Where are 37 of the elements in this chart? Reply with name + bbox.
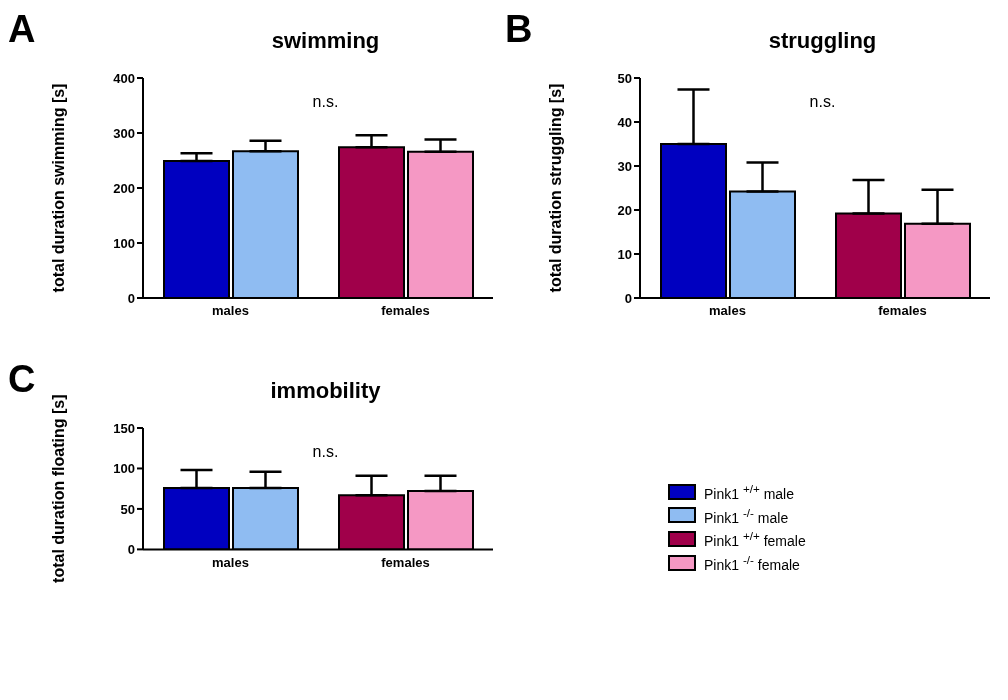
y-tick-label: 150 xyxy=(113,420,135,436)
legend-label: Pink1 $^{+/+}$ male xyxy=(704,482,795,502)
panel-letter: A xyxy=(8,8,36,51)
y-tick-label: 300 xyxy=(113,125,135,141)
legend-label: Pink1 $^{-/-}$ male xyxy=(704,505,789,526)
x-tick-label: males xyxy=(709,303,746,319)
x-tick-label: males xyxy=(212,303,249,319)
legend-label: Pink1 $^{+/+}$ female xyxy=(704,529,806,549)
chart-title: struggling xyxy=(767,28,878,54)
y-tick-label: 50 xyxy=(120,501,135,517)
y-tick-label: 0 xyxy=(127,541,135,557)
x-tick-label: females xyxy=(381,303,430,319)
y-tick-label: 400 xyxy=(113,70,135,86)
panel-letter: B xyxy=(505,8,533,51)
y-tick-label: 100 xyxy=(113,235,135,251)
y-tick-label: 100 xyxy=(113,461,135,477)
y-tick-label: 0 xyxy=(127,290,135,306)
y-tick-label: 40 xyxy=(617,114,632,130)
chart-title: immobility xyxy=(269,378,382,404)
annotation: n.s. xyxy=(311,443,340,461)
y-axis-title: total duration swimming [s] xyxy=(49,83,67,293)
annotation: n.s. xyxy=(808,93,837,111)
x-tick-label: females xyxy=(381,554,430,570)
y-axis-title: total duration floating [s] xyxy=(49,394,67,583)
legend-label: Pink1 $^{-/-}$ female xyxy=(704,552,800,573)
y-tick-label: 30 xyxy=(617,158,632,174)
y-tick-label: 200 xyxy=(113,180,135,196)
panel-letter: C xyxy=(8,358,36,401)
annotation: n.s. xyxy=(311,93,340,111)
y-tick-label: 0 xyxy=(624,290,632,306)
x-tick-label: females xyxy=(878,303,927,319)
y-tick-label: 50 xyxy=(617,70,632,86)
y-axis-title: total duration struggling [s] xyxy=(546,83,564,293)
chart-title: swimming xyxy=(270,28,381,54)
x-tick-label: males xyxy=(212,554,249,570)
y-tick-label: 20 xyxy=(617,202,632,218)
y-tick-label: 10 xyxy=(617,246,632,262)
